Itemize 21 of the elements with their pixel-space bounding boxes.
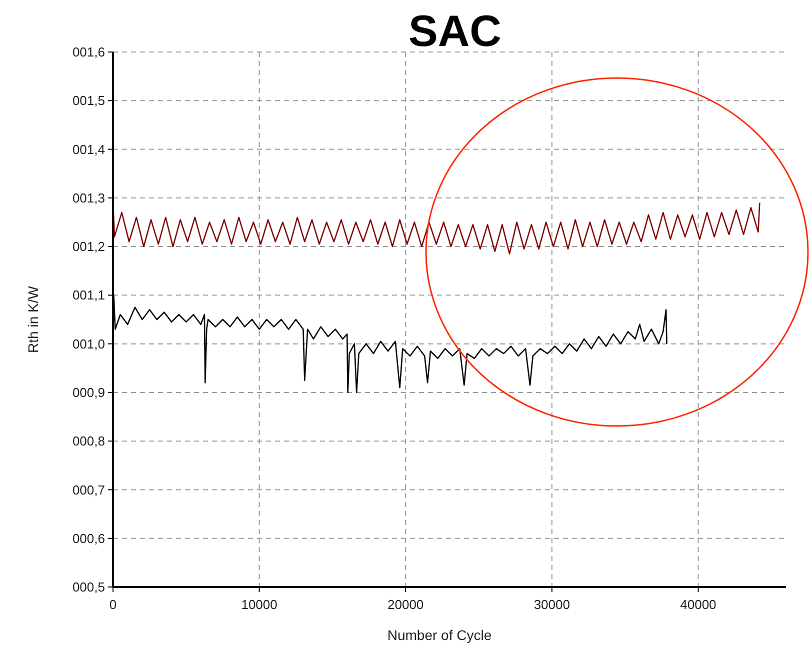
y-tick-label: 000,9	[72, 385, 105, 400]
y-tick-label: 000,7	[72, 482, 105, 498]
y-tick-label: 001,5	[72, 93, 105, 108]
x-tick-label: 40000	[680, 597, 716, 612]
y-tick-label: 001,1	[72, 288, 105, 303]
x-tick-label: 30000	[534, 597, 570, 612]
y-tick-label: 001,6	[72, 44, 105, 60]
line-series	[112, 202, 760, 254]
x-tick-label: 20000	[388, 597, 424, 612]
y-tick-label: 001,3	[72, 190, 105, 206]
y-tick-label: 001,2	[72, 239, 105, 254]
x-tick-label: 10000	[241, 597, 278, 612]
y-tick-label: 000,6	[72, 530, 105, 546]
y-tick-label: 000,8	[72, 434, 105, 449]
x-axis-title: Number of Cycle	[387, 627, 492, 643]
y-tick-label: 001,0	[72, 336, 105, 352]
y-tick-label: 000,5	[72, 580, 105, 595]
chart-title: SAC	[408, 7, 502, 56]
y-axis-title: Rth in K/W	[25, 285, 41, 353]
x-tick-label: 0	[109, 597, 117, 612]
y-tick-label: 001,4	[72, 142, 105, 157]
